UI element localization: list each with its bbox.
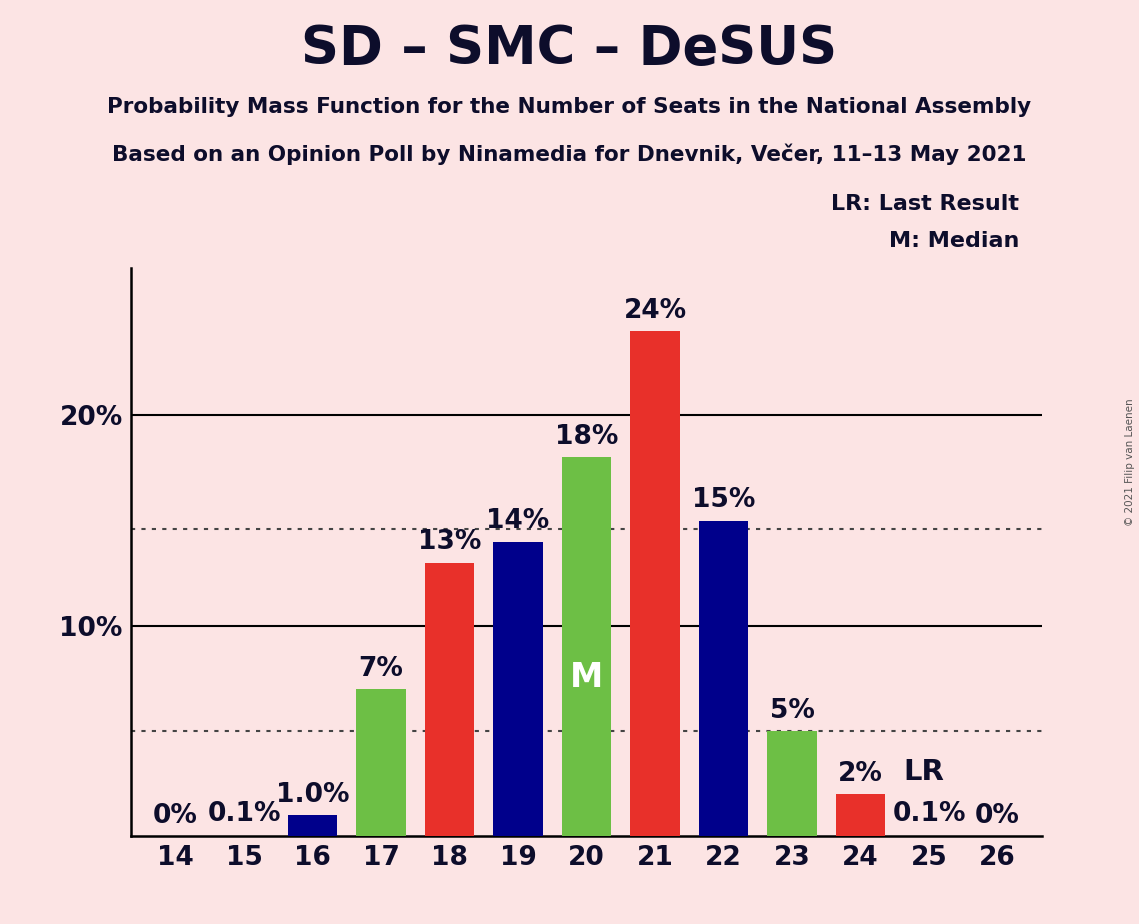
Text: 2%: 2% [838,760,883,786]
Text: M: M [570,661,604,694]
Text: 1.0%: 1.0% [276,782,350,808]
Text: 24%: 24% [623,298,687,323]
Bar [768,731,817,836]
Text: 18%: 18% [555,424,618,450]
Text: 0.1%: 0.1% [207,801,281,827]
Bar [836,794,885,836]
Text: Probability Mass Function for the Number of Seats in the National Assembly: Probability Mass Function for the Number… [107,97,1032,117]
Bar [699,520,748,836]
Text: LR: LR [903,758,944,785]
Text: Based on an Opinion Poll by Ninamedia for Dnevnik, Večer, 11–13 May 2021: Based on an Opinion Poll by Ninamedia fo… [113,143,1026,164]
Bar [562,457,612,836]
Bar [493,541,543,836]
Text: 0.1%: 0.1% [892,801,966,827]
Text: 13%: 13% [418,529,482,555]
Bar [357,689,405,836]
Bar [630,331,680,836]
Text: LR: Last Result: LR: Last Result [831,194,1019,214]
Bar [425,563,474,836]
Text: © 2021 Filip van Laenen: © 2021 Filip van Laenen [1125,398,1134,526]
Text: 7%: 7% [359,655,403,682]
Bar [288,815,337,836]
Text: SD – SMC – DeSUS: SD – SMC – DeSUS [302,23,837,75]
Text: 5%: 5% [770,698,814,723]
Text: 0%: 0% [153,803,198,829]
Text: M: Median: M: Median [890,231,1019,251]
Text: 15%: 15% [691,487,755,513]
Text: 0%: 0% [975,803,1021,829]
Text: 14%: 14% [486,508,550,534]
